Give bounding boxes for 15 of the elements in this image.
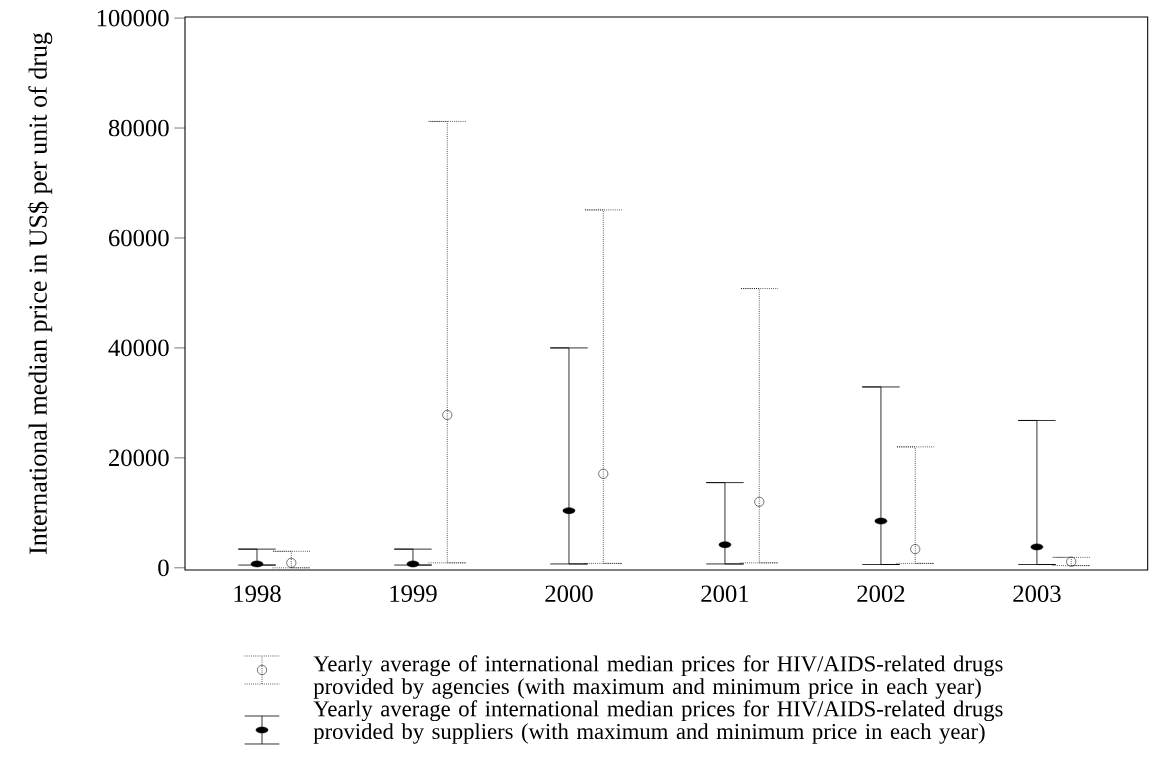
x-tick-label: 1999	[390, 585, 437, 602]
y-tick-label: 60000	[109, 229, 169, 247]
legend-label: Yearly average of international median prices for HIV/AIDS-related drugs provided by agencies (with maximum and minimum price in each year)	[313, 655, 1003, 699]
x-tick-label: 2001	[701, 585, 749, 603]
y-tick-label: 0	[158, 559, 169, 577]
x-tick-label: 2002	[857, 585, 905, 603]
y-axis-title: International median price in US$ per unit of drug	[27, 32, 53, 554]
legend-label: Yearly average of international median prices for HIV/AIDS-related drugs provided by suppliers (with maximum and minimum price in each year)	[313, 700, 1003, 744]
y-tick-label: 40000	[108, 339, 169, 357]
y-tick-label: 20000	[109, 449, 169, 467]
x-tick-label: 2000	[545, 585, 593, 603]
x-tick-label: 1998	[234, 585, 281, 603]
y-tick-label: 100000	[97, 9, 169, 27]
y-tick-label: 80000	[108, 119, 169, 137]
x-tick-label: 2003	[1013, 585, 1061, 603]
